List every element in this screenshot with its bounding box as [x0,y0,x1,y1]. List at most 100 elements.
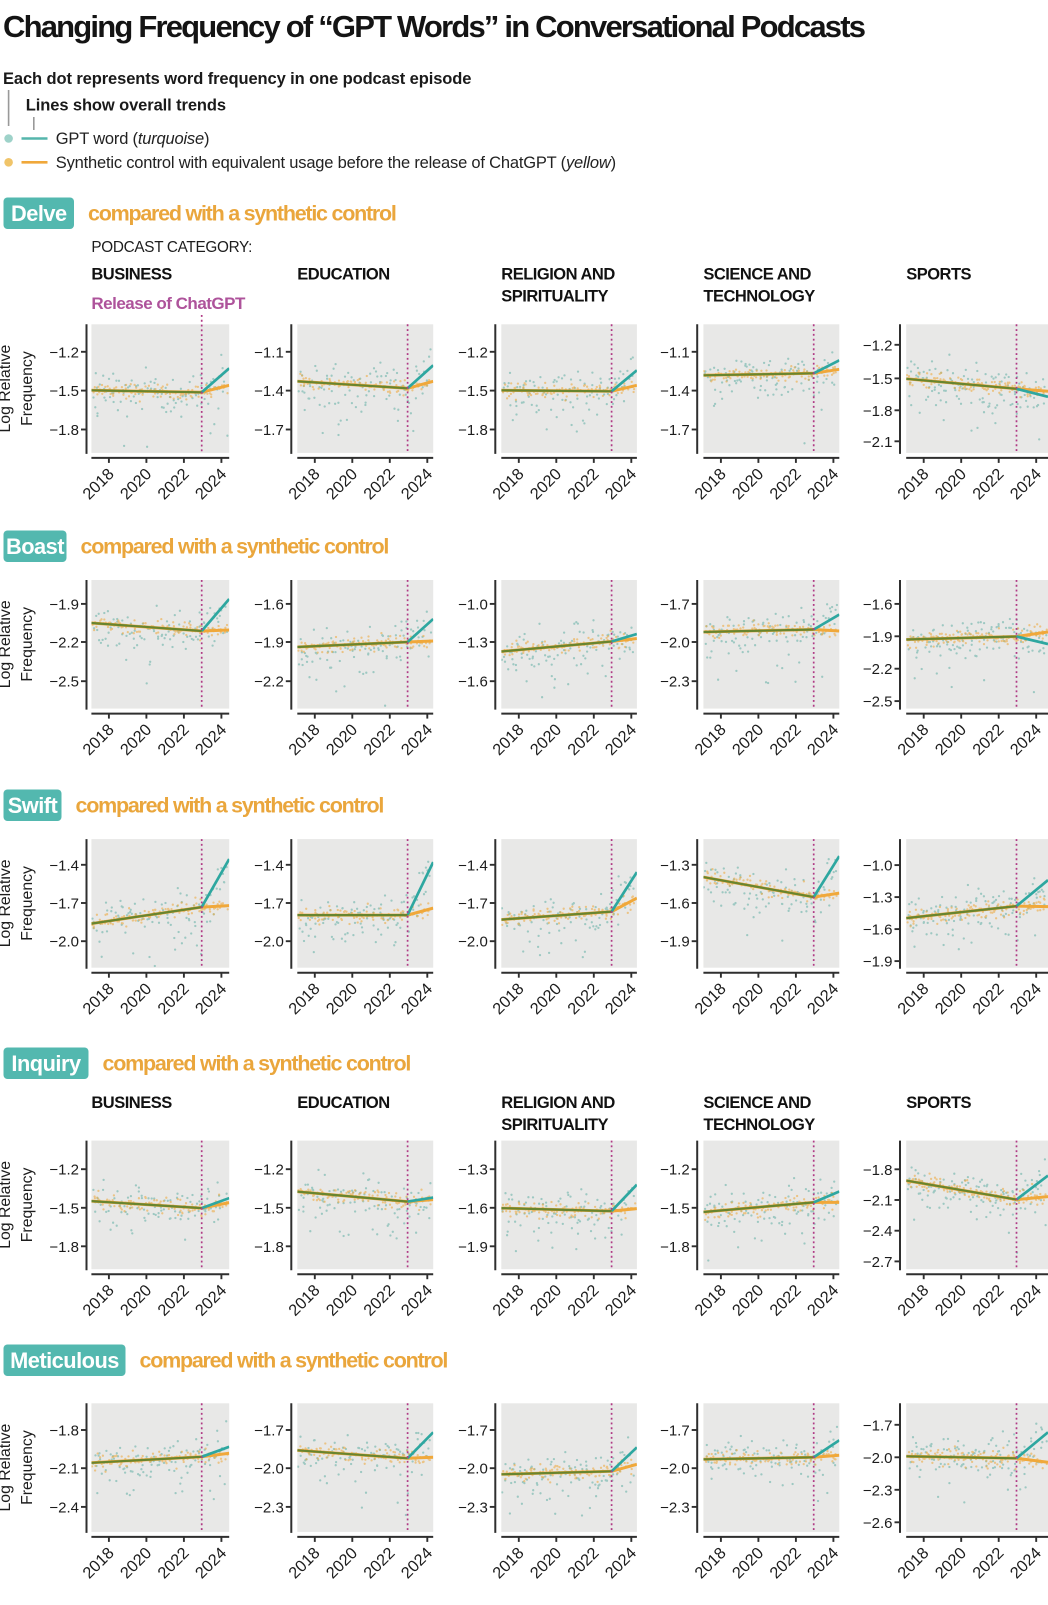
svg-text:−1.3: −1.3 [458,635,488,652]
svg-text:SCIENCE AND: SCIENCE AND [703,1094,811,1112]
svg-text:−2.3: −2.3 [863,1482,893,1499]
svg-text:−1.4: −1.4 [49,857,79,874]
svg-text:−1.2: −1.2 [863,337,893,354]
svg-text:−2.1: −2.1 [863,1193,893,1210]
svg-text:Synthetic control with equival: Synthetic control with equivalent usage … [56,154,616,172]
svg-text:−1.1: −1.1 [660,344,690,361]
svg-text:GPT word (turquoise): GPT word (turquoise) [56,130,209,148]
svg-text:−1.7: −1.7 [458,896,488,913]
svg-text:−1.9: −1.9 [254,635,284,652]
svg-text:TECHNOLOGY: TECHNOLOGY [703,288,815,306]
svg-text:Release of ChatGPT: Release of ChatGPT [91,294,246,313]
svg-text:−2.0: −2.0 [863,1450,893,1467]
svg-text:−1.2: −1.2 [458,344,488,361]
svg-text:−1.8: −1.8 [863,1162,893,1179]
svg-text:Frequency: Frequency [19,607,36,682]
svg-text:−1.8: −1.8 [660,1239,690,1256]
svg-text:−1.3: −1.3 [458,1162,488,1179]
svg-text:Lines show overall trends: Lines show overall trends [26,97,226,115]
svg-text:−2.3: −2.3 [660,674,690,691]
svg-text:−1.9: −1.9 [49,596,79,613]
svg-text:−2.0: −2.0 [660,1461,690,1478]
svg-text:−1.8: −1.8 [254,1239,284,1256]
svg-text:Swift: Swift [8,793,58,818]
svg-text:−2.2: −2.2 [254,674,284,691]
svg-text:−1.6: −1.6 [863,922,893,939]
svg-text:−1.8: −1.8 [49,1239,79,1256]
svg-text:PODCAST CATEGORY:: PODCAST CATEGORY: [91,239,252,256]
svg-text:−1.7: −1.7 [254,896,284,913]
svg-text:Inquiry: Inquiry [11,1051,81,1076]
svg-text:−1.5: −1.5 [49,383,79,400]
svg-text:−1.1: −1.1 [254,344,284,361]
svg-text:Frequency: Frequency [19,351,36,426]
svg-text:−1.2: −1.2 [254,1162,284,1179]
svg-text:−1.9: −1.9 [660,934,690,951]
svg-text:BUSINESS: BUSINESS [91,266,172,284]
svg-text:−2.7: −2.7 [863,1254,893,1271]
svg-text:−2.3: −2.3 [458,1499,488,1516]
svg-text:Boast: Boast [6,534,64,559]
svg-text:−1.6: −1.6 [254,596,284,613]
svg-text:Log Relative: Log Relative [0,344,14,432]
svg-text:TECHNOLOGY: TECHNOLOGY [703,1116,815,1134]
svg-text:−2.2: −2.2 [863,661,893,678]
svg-text:−2.0: −2.0 [458,934,488,951]
svg-text:Meticulous: Meticulous [10,1348,119,1373]
svg-text:Log Relative: Log Relative [0,1161,14,1249]
svg-text:−2.0: −2.0 [254,1461,284,1478]
svg-text:−1.7: −1.7 [660,596,690,613]
svg-text:−1.9: −1.9 [863,954,893,971]
svg-text:−1.6: −1.6 [458,1200,488,1217]
svg-text:−2.3: −2.3 [254,1499,284,1516]
svg-text:Log Relative: Log Relative [0,1423,14,1511]
svg-text:−2.2: −2.2 [49,635,79,652]
svg-text:−1.7: −1.7 [254,422,284,439]
svg-text:Delve: Delve [11,201,67,226]
svg-text:−1.7: −1.7 [660,422,690,439]
svg-text:−1.0: −1.0 [863,858,893,875]
svg-text:−1.9: −1.9 [458,1239,488,1256]
svg-text:−2.0: −2.0 [254,934,284,951]
svg-text:−2.6: −2.6 [863,1515,893,1532]
svg-text:−1.4: −1.4 [660,383,690,400]
svg-text:−2.0: −2.0 [49,934,79,951]
svg-text:RELIGION AND: RELIGION AND [501,1094,615,1112]
svg-text:−2.1: −2.1 [863,434,893,451]
svg-text:−2.0: −2.0 [660,635,690,652]
svg-text:−1.8: −1.8 [458,422,488,439]
svg-text:−2.5: −2.5 [49,674,79,691]
svg-text:−1.4: −1.4 [254,857,284,874]
svg-text:Each dot represents word frequ: Each dot represents word frequency in on… [3,70,471,88]
svg-text:−2.5: −2.5 [863,694,893,711]
svg-text:−1.3: −1.3 [660,857,690,874]
svg-text:Frequency: Frequency [19,1167,36,1242]
svg-text:SPORTS: SPORTS [906,266,971,284]
svg-text:−1.7: −1.7 [863,1417,893,1434]
svg-text:Log Relative: Log Relative [0,600,14,688]
svg-text:−1.7: −1.7 [49,896,79,913]
svg-text:SPIRITUALITY: SPIRITUALITY [501,1116,608,1134]
svg-text:−1.5: −1.5 [254,1200,284,1217]
svg-text:−2.3: −2.3 [660,1499,690,1516]
svg-text:−2.4: −2.4 [863,1223,893,1240]
svg-text:−2.4: −2.4 [49,1499,79,1516]
svg-text:compared with a synthetic cont: compared with a synthetic control [103,1052,411,1076]
svg-text:−2.1: −2.1 [49,1461,79,1478]
svg-text:−1.8: −1.8 [49,422,79,439]
svg-text:−1.8: −1.8 [49,1423,79,1440]
svg-text:−1.4: −1.4 [458,857,488,874]
svg-text:−1.6: −1.6 [863,596,893,613]
svg-text:compared with a synthetic cont: compared with a synthetic control [76,794,384,818]
svg-text:−2.0: −2.0 [458,1461,488,1478]
svg-text:−1.4: −1.4 [254,383,284,400]
svg-text:−1.0: −1.0 [458,596,488,613]
svg-text:Frequency: Frequency [19,866,36,941]
svg-text:compared with a synthetic cont: compared with a synthetic control [81,535,389,559]
svg-text:SCIENCE AND: SCIENCE AND [703,266,811,284]
svg-text:−1.8: −1.8 [863,403,893,420]
svg-text:SPORTS: SPORTS [906,1094,971,1112]
svg-text:compared with a synthetic cont: compared with a synthetic control [140,1349,448,1373]
svg-text:BUSINESS: BUSINESS [91,1094,172,1112]
svg-text:EDUCATION: EDUCATION [297,266,389,284]
